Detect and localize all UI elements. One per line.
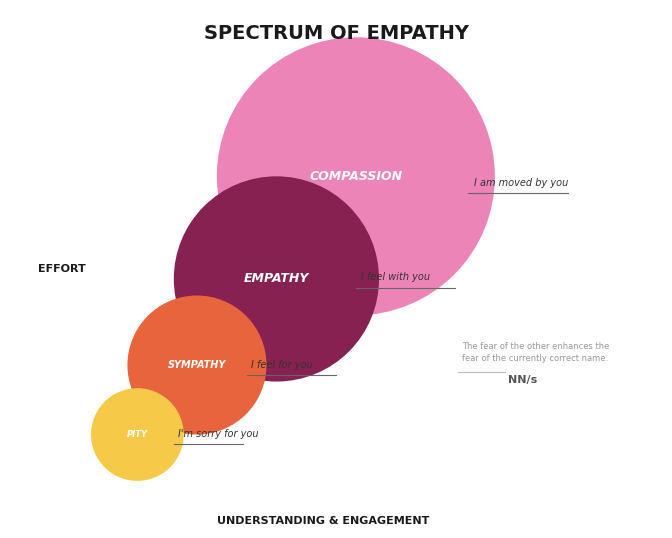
Text: PITY: PITY <box>127 430 148 439</box>
Circle shape <box>217 37 495 315</box>
Circle shape <box>174 176 379 381</box>
Circle shape <box>91 388 183 481</box>
Text: EMPATHY: EMPATHY <box>244 272 309 286</box>
Text: I'm sorry for you: I'm sorry for you <box>179 429 259 439</box>
Text: NN/s: NN/s <box>508 375 538 385</box>
Circle shape <box>128 295 267 435</box>
Text: SYMPATHY: SYMPATHY <box>168 360 226 370</box>
Text: UNDERSTANDING & ENGAGEMENT: UNDERSTANDING & ENGAGEMENT <box>216 516 429 526</box>
Text: I feel with you: I feel with you <box>361 272 430 282</box>
Text: SPECTRUM OF EMPATHY: SPECTRUM OF EMPATHY <box>204 24 468 43</box>
Text: I feel for you: I feel for you <box>251 359 313 370</box>
Text: COMPASSION: COMPASSION <box>309 170 403 183</box>
Text: EFFORT: EFFORT <box>38 264 86 274</box>
Text: The fear of the other enhances the
fear of the currently correct name.: The fear of the other enhances the fear … <box>462 342 610 363</box>
Text: I am moved by you: I am moved by you <box>474 178 568 188</box>
